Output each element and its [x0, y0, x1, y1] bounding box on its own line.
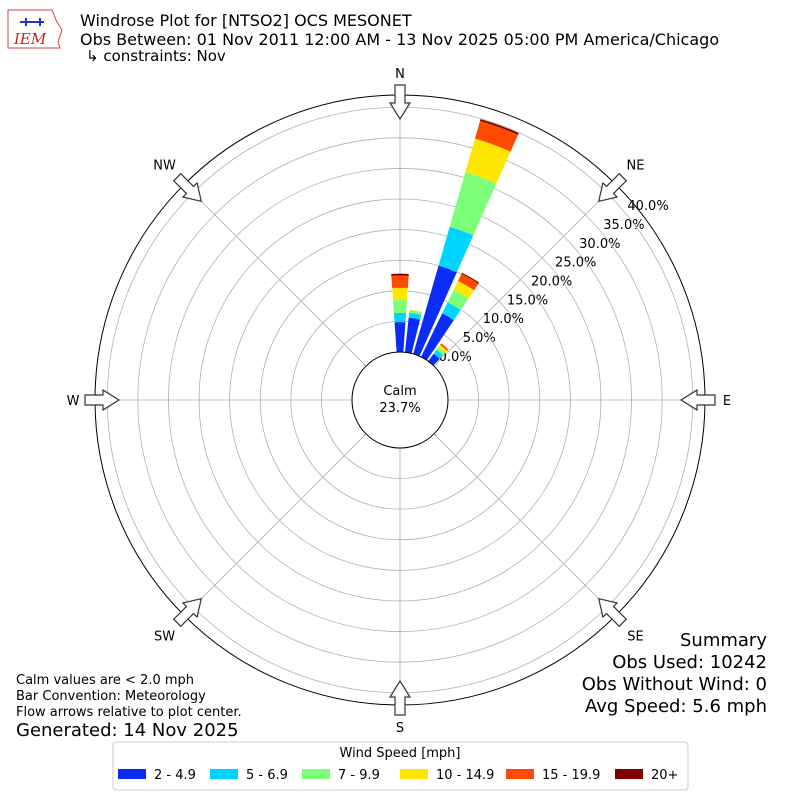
- legend-swatch: [400, 769, 428, 779]
- wind-segment: [447, 289, 469, 310]
- ring-grid-line: [229, 229, 571, 571]
- compass-label: SW: [154, 629, 175, 644]
- compass-arrow: [679, 388, 716, 412]
- note: Bar Convention: Meteorology: [16, 689, 206, 704]
- legend-label: 10 - 14.9: [436, 768, 494, 783]
- wind-segment: [392, 287, 408, 301]
- wind-segment: [436, 347, 446, 356]
- arrow-shape: [597, 172, 628, 203]
- summary-line: Summary: [680, 630, 767, 651]
- arrow-shape: [388, 84, 412, 121]
- legend-label: 5 - 6.9: [246, 768, 288, 783]
- legend-label: 15 - 19.9: [542, 768, 600, 783]
- arrow-shape: [679, 388, 716, 412]
- legend-swatch: [615, 769, 643, 779]
- r-tick-label: 35.0%: [603, 218, 644, 233]
- legend-title: Wind Speed [mph]: [340, 746, 461, 761]
- wind-segment: [433, 349, 444, 359]
- legend-swatch: [210, 769, 238, 779]
- chart-subtitle: Obs Between: 01 Nov 2011 12:00 AM - 13 N…: [80, 30, 719, 49]
- legend-swatch: [302, 769, 330, 779]
- r-tick-label: 15.0%: [507, 293, 548, 308]
- arrow-shape: [597, 597, 628, 628]
- r-tick-label: 20.0%: [531, 275, 572, 290]
- compass-label: NE: [626, 159, 644, 174]
- wind-segment: [453, 280, 475, 299]
- summary-line: Obs Used: 10242: [612, 652, 767, 673]
- wind-segment: [458, 273, 479, 291]
- logo: IEM: [7, 9, 63, 49]
- r-tick-label: 25.0%: [555, 256, 596, 271]
- calm-circle: [351, 351, 449, 449]
- compass-arrow: [597, 597, 628, 628]
- logo-text: IEM: [13, 30, 47, 48]
- wind-segment: [394, 322, 406, 353]
- ring-grid-line: [137, 137, 663, 663]
- ring-grid-line: [259, 259, 541, 541]
- arrow-shape: [84, 388, 121, 412]
- legend-swatch: [118, 769, 146, 779]
- r-tick-label: 10.0%: [483, 312, 524, 327]
- r-tick-label: 40.0%: [627, 199, 668, 214]
- compass-label: N: [395, 67, 405, 82]
- wind-segment: [408, 312, 422, 320]
- radial-grid-line: [184, 184, 367, 367]
- compass-arrow: [388, 84, 412, 121]
- chart-title: Windrose Plot for [NTSO2] OCS MESONET: [80, 11, 412, 30]
- ring-grid-line: [198, 198, 602, 602]
- arrow-shape: [388, 679, 412, 716]
- generated: Generated: 14 Nov 2025: [16, 720, 239, 741]
- arrow-shape: [172, 172, 203, 203]
- compass-arrow: [84, 388, 121, 412]
- wind-segment: [413, 265, 457, 357]
- legend-box: [112, 741, 689, 791]
- wind-segment: [480, 119, 519, 135]
- ring-grid-line: [168, 168, 632, 632]
- arrow-shape: [172, 597, 203, 628]
- wind-segment: [391, 275, 409, 289]
- wind-segment: [438, 226, 474, 273]
- note: Calm values are < 2.0 mph: [16, 673, 194, 688]
- compass-arrow: [597, 172, 628, 203]
- compass-arrow: [172, 172, 203, 203]
- summary-line: Obs Without Wind: 0: [582, 674, 767, 695]
- compass-arrow: [388, 679, 412, 716]
- legend-swatch: [506, 769, 534, 779]
- wind-segment: [440, 343, 449, 351]
- wind-segment: [421, 313, 454, 361]
- compass-label: NW: [153, 159, 176, 174]
- wind-segment: [409, 310, 422, 315]
- legend-label: 7 - 9.9: [338, 768, 380, 783]
- summary-line: Avg Speed: 5.6 mph: [585, 696, 767, 717]
- constraints: ↳ constraints: Nov: [86, 47, 226, 65]
- radial-grid-line: [184, 433, 367, 616]
- wind-segment: [393, 299, 407, 314]
- wind-segment: [465, 138, 511, 184]
- wind-segment: [391, 273, 409, 276]
- wind-segment: [393, 312, 407, 323]
- compass-arrow: [172, 597, 203, 628]
- compass-label: S: [396, 721, 404, 736]
- legend-label: 20+: [651, 768, 678, 783]
- wind-segment: [442, 302, 461, 321]
- r-tick-label: 30.0%: [579, 237, 620, 252]
- r-tick-label: 5.0%: [463, 331, 496, 346]
- wind-segment: [405, 317, 421, 354]
- wind-segment: [438, 344, 448, 354]
- compass-label: E: [723, 394, 731, 409]
- compass-label: W: [67, 394, 80, 409]
- wind-segment: [409, 309, 422, 313]
- wind-segment: [474, 120, 519, 152]
- calm-value: 23.7%: [379, 401, 420, 416]
- radial-grid-line: [433, 433, 616, 616]
- wind-segment: [449, 172, 497, 236]
- calm-label: Calm: [383, 384, 416, 399]
- legend-label: 2 - 4.9: [154, 768, 196, 783]
- wind-segment: [461, 272, 480, 284]
- note: Flow arrows relative to plot center.: [16, 705, 242, 720]
- compass-label: SE: [627, 629, 643, 644]
- wind-segment: [428, 353, 440, 366]
